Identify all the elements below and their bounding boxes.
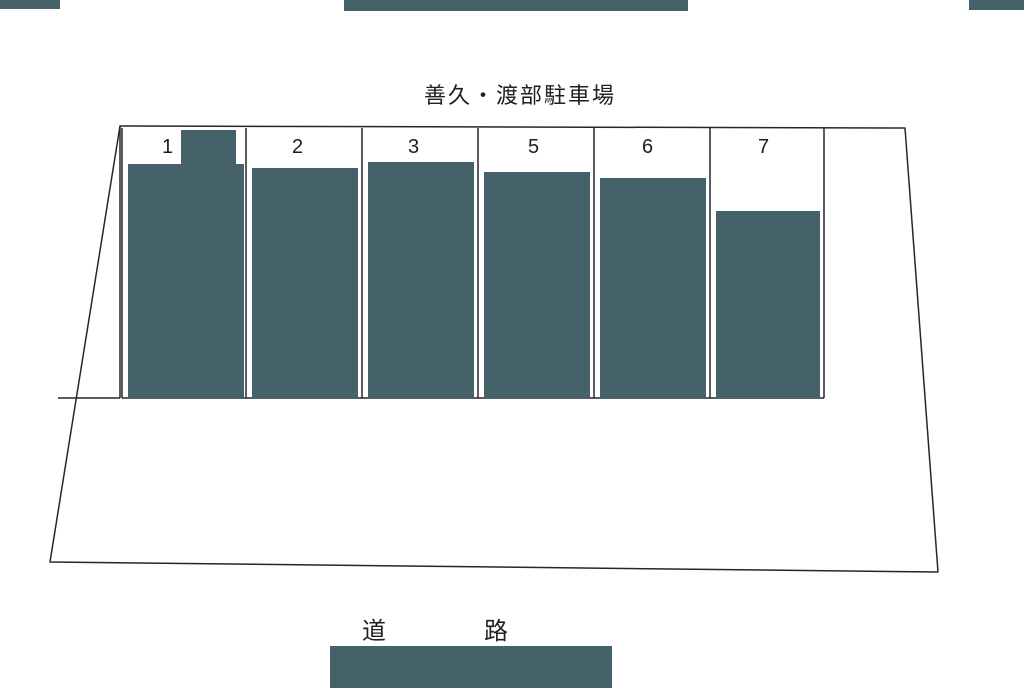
diagram-canvas: 善久・渡部駐車場 123567 道路	[0, 0, 1024, 700]
parking-slot-fill	[252, 168, 358, 398]
road-label: 道路	[362, 611, 510, 646]
top-edge-tab	[969, 0, 1024, 10]
road-label-glyph: 路	[484, 611, 510, 646]
parking-slot-number: 3	[408, 136, 419, 159]
top-edge-tab	[344, 0, 688, 11]
top-edge-tab	[0, 0, 60, 9]
parking-slot-number: 5	[528, 136, 539, 159]
parking-slot-fill	[128, 164, 244, 398]
parking-slot-fill	[600, 178, 706, 398]
parking-slot-fill	[716, 211, 820, 397]
road-label-glyph: 道	[362, 611, 388, 646]
parking-slot-number: 1	[162, 136, 173, 159]
lot-title: 善久・渡部駐車場	[424, 78, 616, 110]
bottom-fill	[330, 646, 612, 688]
parking-slot-fill	[181, 130, 236, 188]
parking-slot-fill	[368, 162, 474, 398]
parking-slot-number: 7	[758, 136, 769, 159]
parking-slot-number: 2	[292, 136, 303, 159]
parking-slot-number: 6	[642, 136, 653, 159]
parking-slot-fill	[484, 172, 590, 398]
